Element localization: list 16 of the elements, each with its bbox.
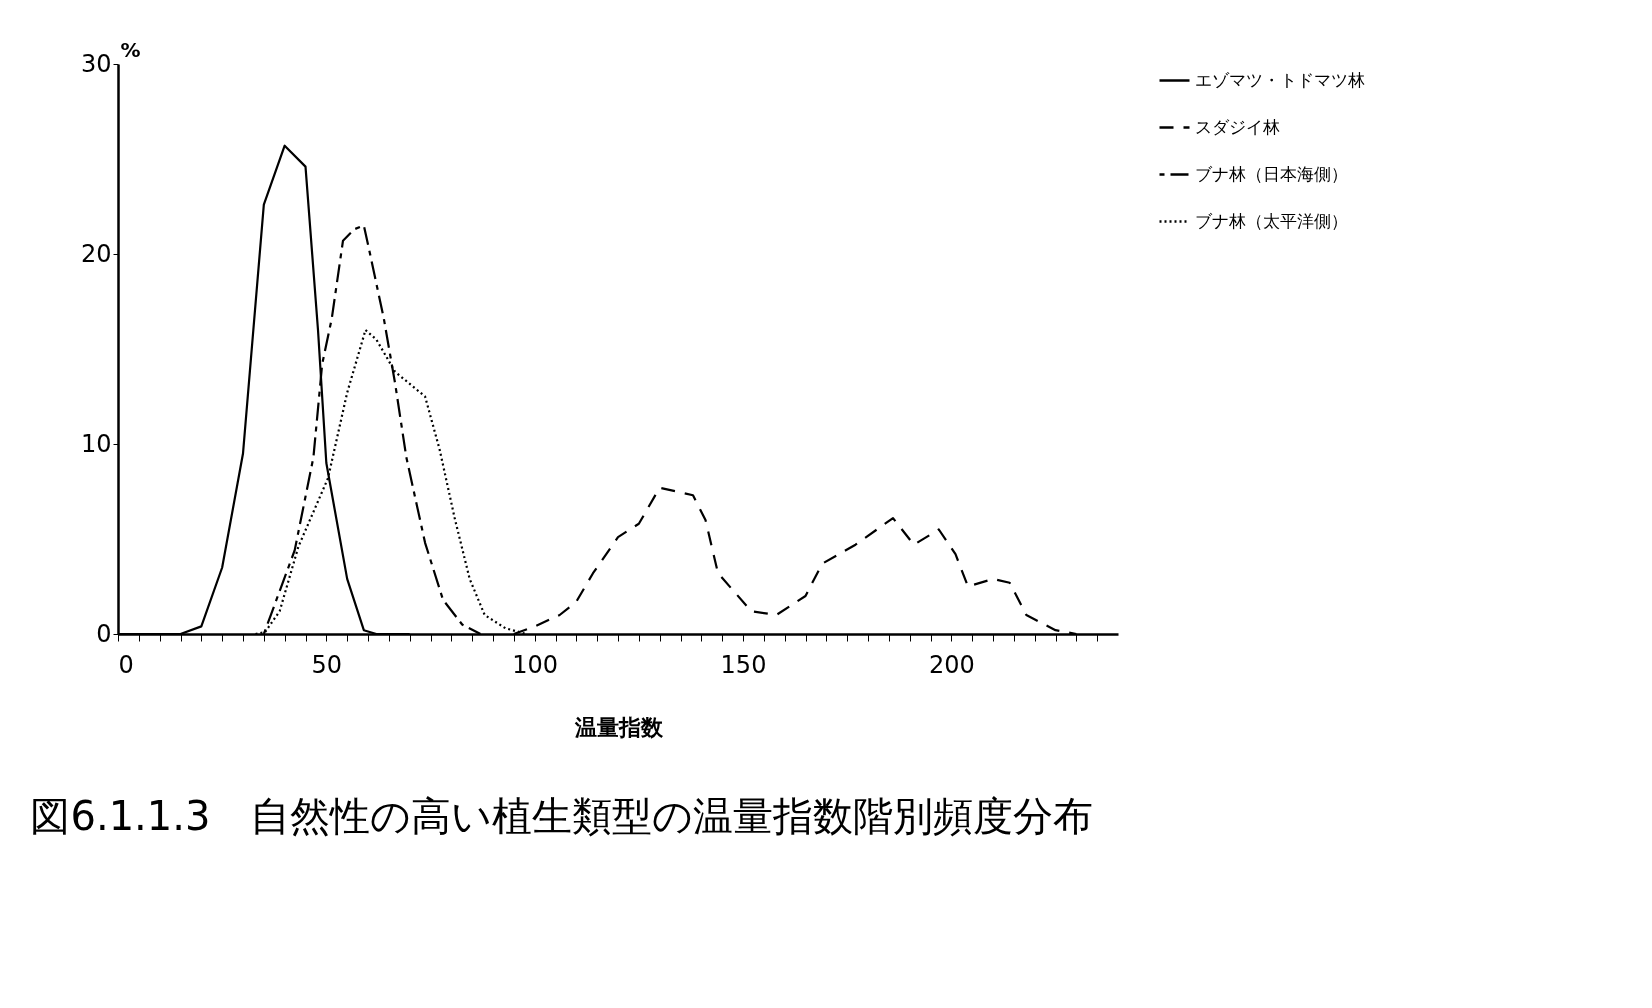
x-tick-label: 0 (118, 650, 134, 679)
x-tick-label: 50 (311, 650, 343, 679)
y-tick-label: 30 (80, 49, 112, 78)
x-tick-label: 100 (512, 650, 559, 679)
legend-label: ブナ林（日本海側） (1195, 163, 1348, 184)
legend-label: ブナ林（太平洋側） (1195, 210, 1348, 231)
x-axis-title: 温量指数 (573, 714, 664, 740)
x-tick-label: 200 (928, 650, 975, 679)
legend-label: スダジイ林 (1195, 116, 1280, 137)
y-tick-label: 20 (80, 239, 112, 268)
y-axis-title: % (120, 37, 141, 62)
x-tick-label: 150 (720, 650, 767, 679)
legend-label: エゾマツ・トドマツ林 (1195, 69, 1365, 90)
y-tick-label: 0 (96, 619, 112, 648)
caption: 図6.1.1.3 自然性の高い植生類型の温量指数階別頻度分布 (30, 793, 1094, 839)
y-tick-label: 10 (80, 429, 112, 458)
